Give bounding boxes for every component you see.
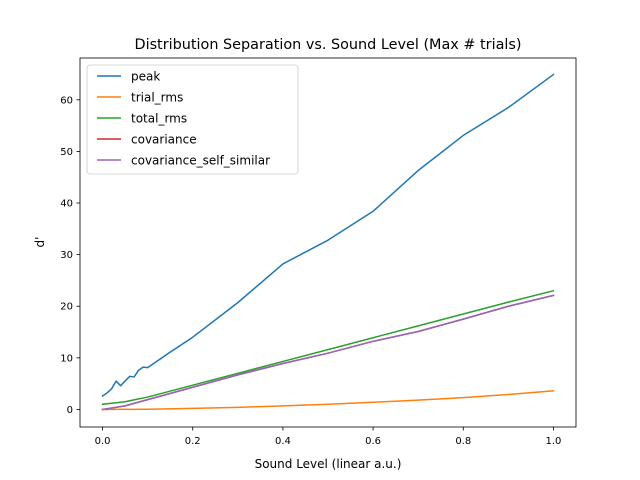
y-axis-label: d' xyxy=(33,237,47,248)
y-axis: 0 10 20 30 40 50 60 xyxy=(60,95,80,416)
y-tick-label: 30 xyxy=(60,250,73,261)
series-line-trial-rms xyxy=(101,390,555,411)
series-line-covariance-self-similar xyxy=(101,294,555,411)
series-line-total-rms xyxy=(101,289,555,406)
x-axis-label: Sound Level (linear a.u.) xyxy=(255,457,402,471)
legend-frame xyxy=(86,64,299,175)
plot-frame xyxy=(79,57,577,428)
y-tick-label: 0 xyxy=(67,405,73,416)
y-tick-label: 50 xyxy=(60,147,73,158)
chart-title: Distribution Separation vs. Sound Level … xyxy=(134,37,521,53)
x-tick-label: 0.2 xyxy=(185,436,201,447)
x-tick-label: 0.4 xyxy=(275,436,291,447)
plot-area xyxy=(101,73,555,411)
x-tick-label: 1.0 xyxy=(546,436,562,447)
y-tick-label: 10 xyxy=(60,353,73,364)
y-tick-label: 20 xyxy=(60,302,73,313)
legend-entry-trial-rms: trial_rms xyxy=(131,91,183,105)
x-tick-label: 0.0 xyxy=(95,436,111,447)
legend: peak trial_rms total_rms covariance covarian… xyxy=(86,64,299,175)
legend-entry-peak: peak xyxy=(131,70,160,84)
legend-entry-covariance-self-similar: covariance_self_similar xyxy=(131,154,270,168)
y-tick-label: 60 xyxy=(60,95,73,106)
legend-entry-covariance: covariance xyxy=(131,133,197,147)
x-tick-label: 0.8 xyxy=(455,436,471,447)
y-tick-label: 40 xyxy=(60,199,73,210)
x-axis: 0.0 0.2 0.4 0.6 0.8 1.0 xyxy=(95,427,562,447)
x-tick-label: 0.6 xyxy=(365,436,381,447)
legend-entry-total-rms: total_rms xyxy=(131,112,187,126)
series-line-peak xyxy=(101,73,555,398)
